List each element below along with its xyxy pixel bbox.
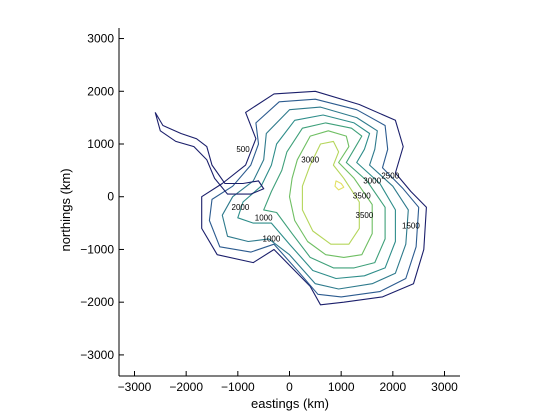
y-tick-label: 1000 — [87, 137, 114, 151]
y-axis-label: northings (km) — [58, 168, 73, 251]
contour-line-500 — [208, 98, 420, 298]
contour-line-1000 — [221, 106, 409, 290]
contour-label: 2000 — [232, 203, 250, 212]
x-tick-label: 3000 — [431, 380, 458, 394]
contour-line-3500 — [334, 180, 345, 191]
axes: −3000 −2000 −1000 0 1000 2000 3000 −3000 −2000 −1… — [80, 28, 460, 394]
contour-label: 2500 — [381, 171, 399, 180]
contour-line-2000 — [263, 122, 386, 269]
contour-line-3000 — [301, 140, 360, 245]
contour-label: 1500 — [402, 221, 420, 230]
plot-area: 2000 1000 500 3000 3000 3500 3500 2500 1500 1000 — [154, 90, 427, 306]
contour-line-0 — [201, 90, 427, 306]
y-tick-label: 2000 — [87, 84, 114, 98]
contour-label: 3000 — [301, 155, 319, 164]
contour-label: 1000 — [263, 235, 281, 244]
y-tick-label: 3000 — [87, 32, 114, 46]
contour-label: 500 — [236, 145, 250, 154]
contour-label: 3000 — [363, 177, 381, 186]
x-axis-label: eastings (km) — [251, 396, 329, 411]
x-tick-label: −1000 — [221, 380, 255, 394]
y-tick-label: −1000 — [80, 242, 114, 256]
y-tick-label: 0 — [107, 190, 114, 204]
contour-label: 3500 — [353, 191, 371, 200]
contour-line-2500 — [288, 130, 373, 258]
contour-label: 1000 — [255, 213, 273, 222]
contour-line-peninsula — [154, 112, 265, 195]
x-tick-label: 0 — [286, 380, 293, 394]
x-tick-label: 1000 — [328, 380, 355, 394]
x-tick-label: −2000 — [169, 380, 203, 394]
y-tick-label: −2000 — [80, 295, 114, 309]
x-tick-label: −3000 — [118, 380, 152, 394]
y-tick-label: −3000 — [80, 348, 114, 362]
x-tick-label: 2000 — [379, 380, 406, 394]
contour-line-1500 — [237, 114, 396, 280]
contour-label: 3500 — [356, 211, 374, 220]
